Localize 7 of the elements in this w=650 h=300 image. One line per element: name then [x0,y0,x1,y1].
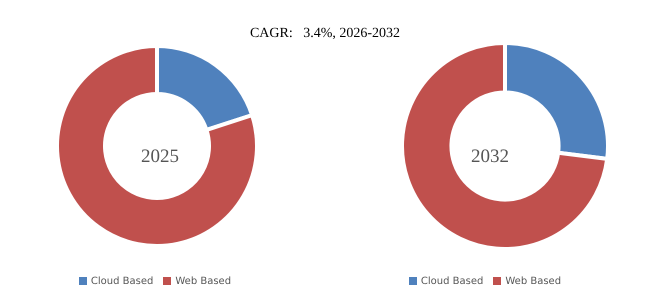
legend-label: Web Based [505,276,562,287]
legend-label: Cloud Based [90,276,154,287]
text: 2025 [141,146,179,168]
text: CAGR: 3.4%, 2026-2032 [248,26,402,42]
legend-label: Web Based [175,276,232,287]
legend-label: Cloud Based [420,276,484,287]
text: 2032 [471,146,509,168]
